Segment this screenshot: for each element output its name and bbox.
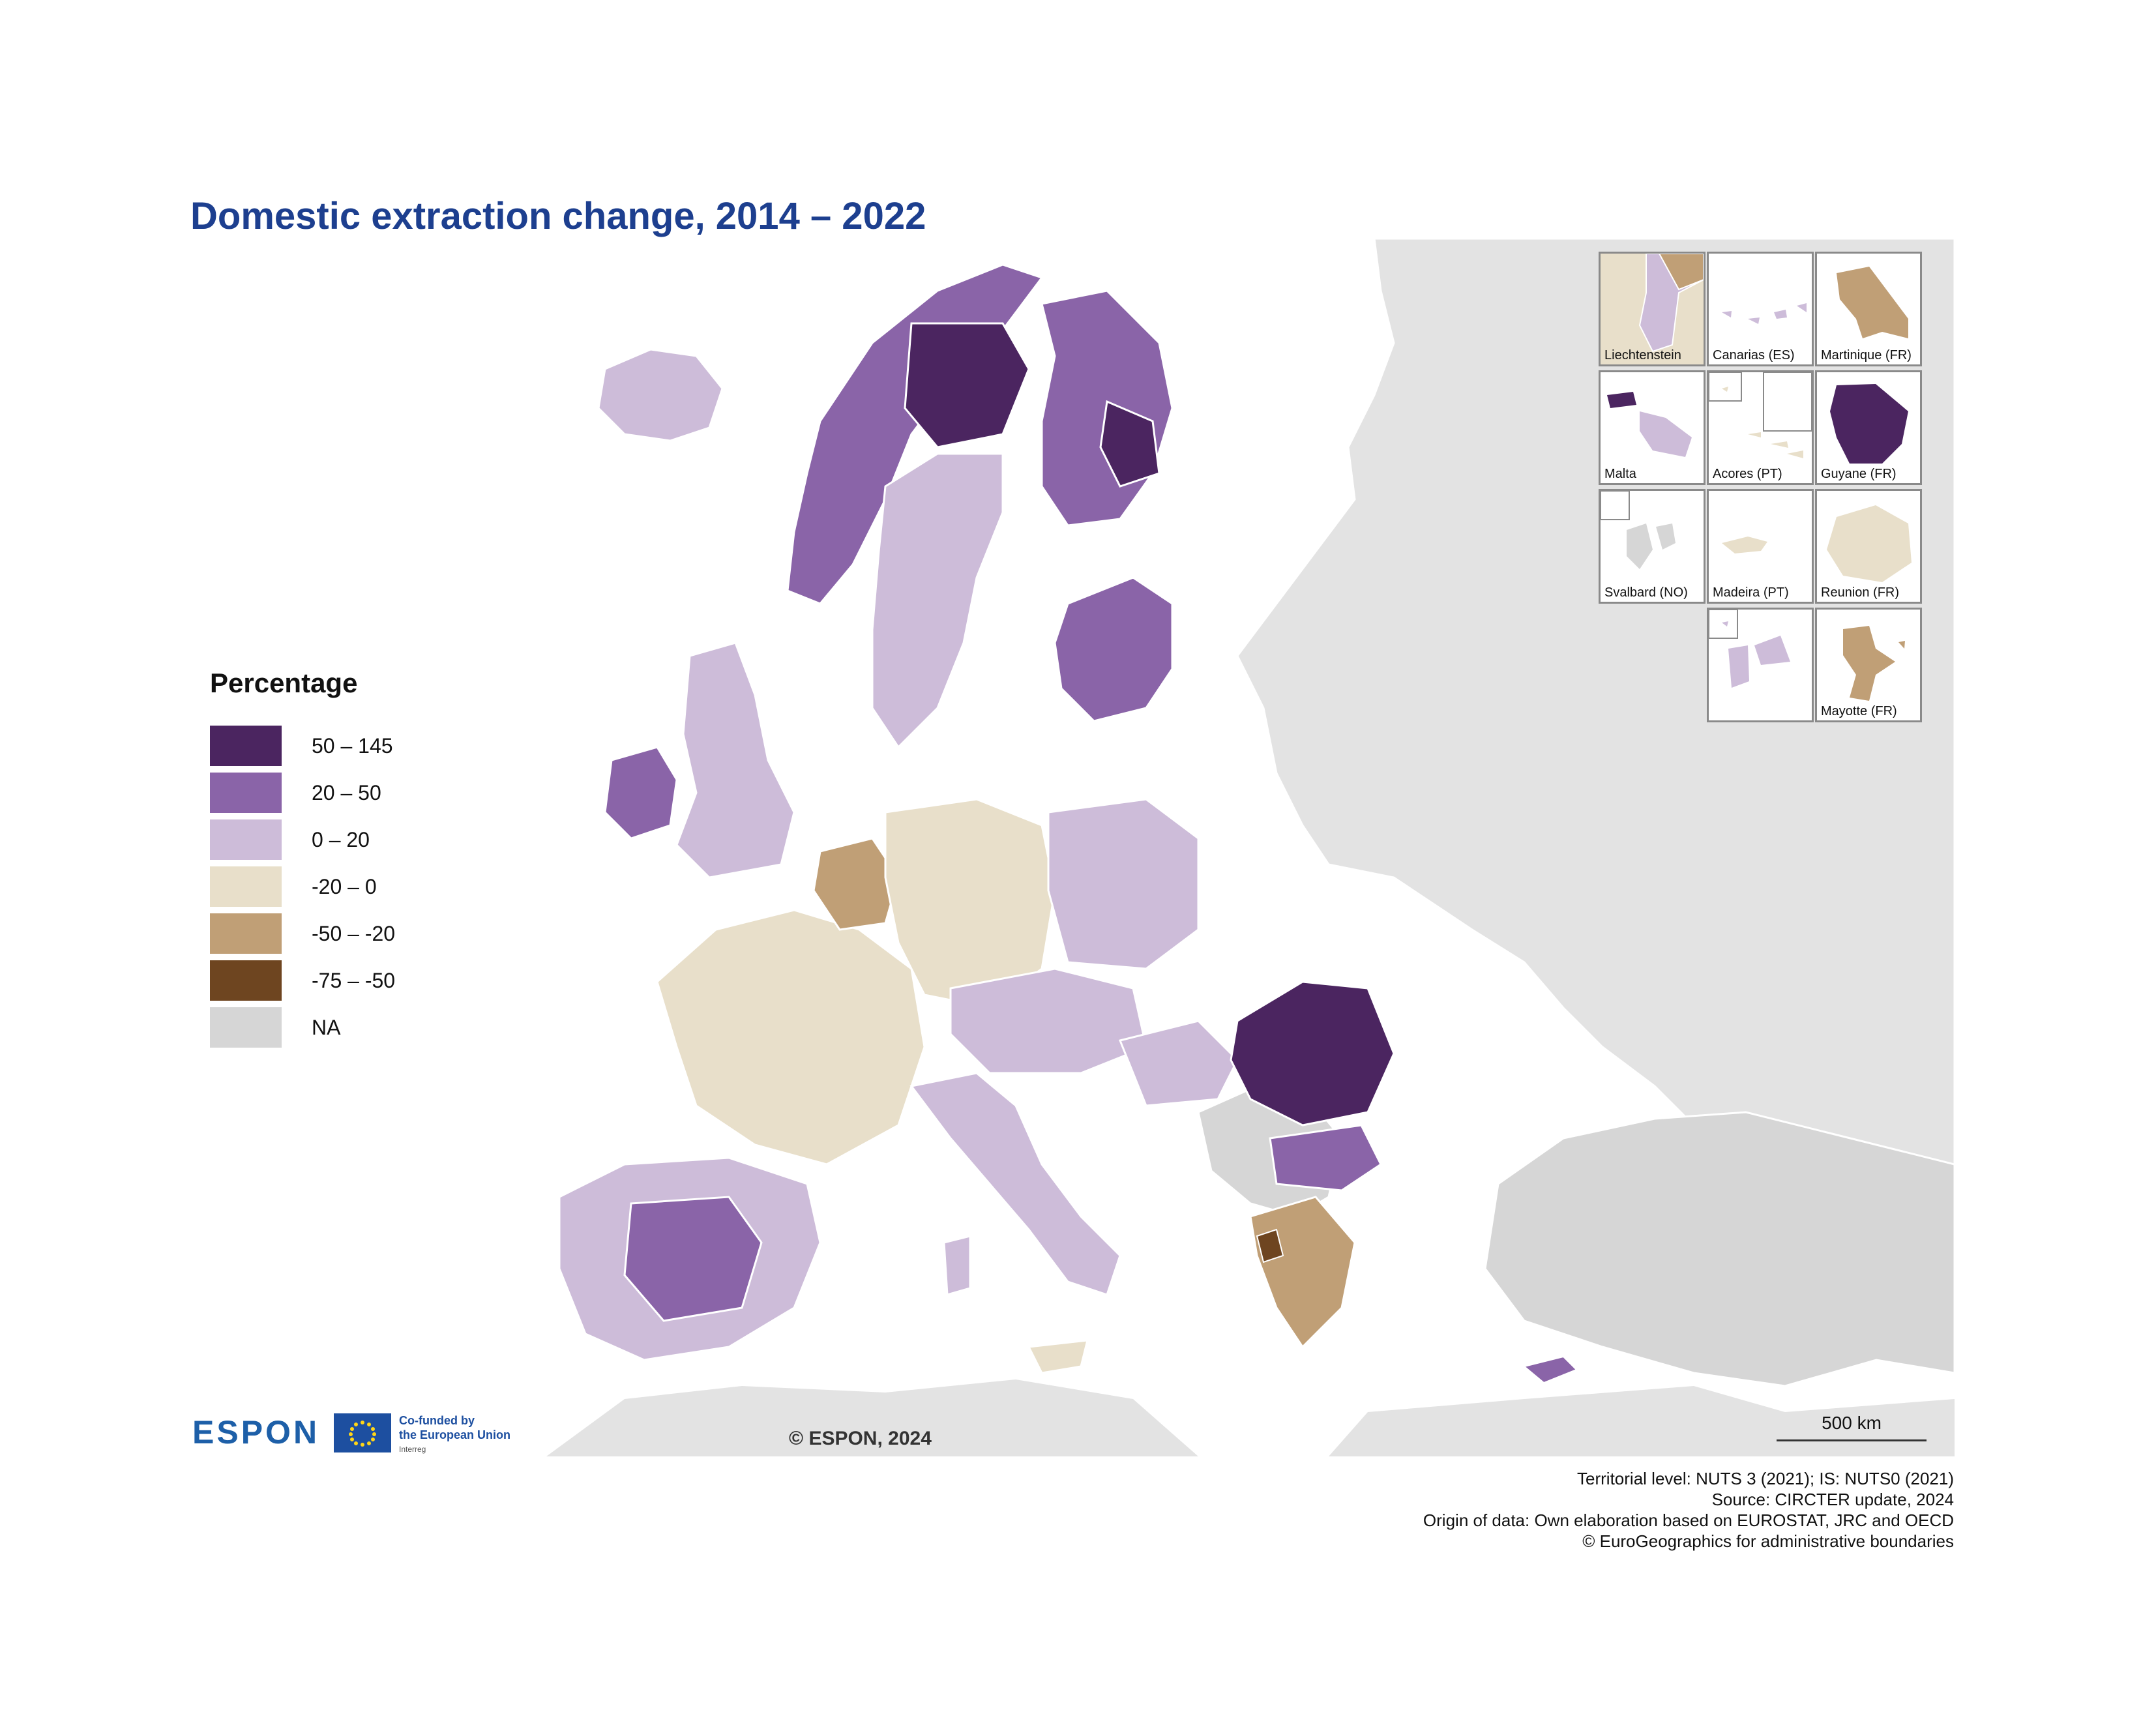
eu-line: the European Union <box>399 1428 510 1441</box>
legend-swatch <box>210 913 282 954</box>
inset-shape <box>1709 610 1790 688</box>
legend-swatch <box>210 773 282 813</box>
legend-label: 0 – 20 <box>312 827 370 851</box>
legend-item: -20 – 0 <box>210 863 395 910</box>
copyright-text: © ESPON, 2024 <box>789 1428 932 1449</box>
inset-mayotte: Mayotte (FR) <box>1815 608 1922 722</box>
inset-svalbard: Svalbard (NO) <box>1599 489 1706 604</box>
inset-canarias: Canarias (ES) <box>1707 252 1814 366</box>
footer-line: Origin of data: Own elaboration based on… <box>1423 1511 1954 1530</box>
inset-label: Madeira (PT) <box>1713 585 1789 600</box>
sweden-region <box>871 452 1004 749</box>
great-britain-region <box>675 641 795 879</box>
inset-shape <box>1843 626 1905 701</box>
inset-shape <box>1601 491 1676 569</box>
africa-east-na-region <box>1329 1386 1955 1456</box>
legend-swatch <box>210 726 282 766</box>
footer-line: © EuroGeographics for administrative bou… <box>1582 1531 1954 1551</box>
inset-guyane: Guyane (FR) <box>1815 370 1922 485</box>
romania-region <box>1230 980 1395 1127</box>
italy-region <box>909 1072 1121 1296</box>
inset-shape <box>1827 505 1912 582</box>
inset-label: Svalbard (NO) <box>1604 585 1688 600</box>
inset-shape <box>1709 372 1812 458</box>
map-legend: Percentage 50 – 145 20 – 50 0 – 20 -20 –… <box>210 668 395 1051</box>
turkey-na-region <box>1484 1111 1955 1387</box>
poland-region <box>1047 798 1200 970</box>
footer-line: Territorial level: NUTS 3 (2021); IS: NU… <box>1577 1469 1954 1488</box>
inset-label: Reunion (FR) <box>1821 585 1900 600</box>
inset-guadeloupe <box>1707 608 1814 722</box>
inset-label: Guyane (FR) <box>1821 467 1897 481</box>
inset-shape <box>1607 392 1692 457</box>
legend-label: 20 – 50 <box>312 780 381 804</box>
scale-line <box>1777 1439 1927 1441</box>
scale-label: 500 km <box>1822 1413 1882 1433</box>
inset-malta: Malta <box>1599 370 1706 485</box>
legend-item: 0 – 20 <box>210 816 395 863</box>
spain-centre-region <box>623 1196 763 1322</box>
inset-acores: Acores (PT) <box>1707 370 1814 485</box>
greece-region <box>1249 1196 1356 1349</box>
inset-madeira: Madeira (PT) <box>1707 489 1814 604</box>
eu-line: Co-funded by <box>399 1414 475 1427</box>
inset-shape <box>1722 537 1767 553</box>
iceland-region <box>597 348 724 442</box>
sardinia-region <box>943 1235 971 1296</box>
espon-logo: ESPON <box>192 1414 320 1451</box>
inset-label: Acores (PT) <box>1713 467 1782 481</box>
scale-bar: 500 km <box>1777 1413 1927 1441</box>
legend-label: -50 – -20 <box>312 921 396 945</box>
legend-item: 20 – 50 <box>210 769 395 816</box>
legend-item: -50 – -20 <box>210 910 395 957</box>
map-title: Domestic extraction change, 2014 – 2022 <box>190 195 926 237</box>
legend-label: NA <box>312 1015 341 1039</box>
eu-cofunded-text: Co-funded by the European Union Interreg <box>399 1413 510 1456</box>
legend-swatch <box>210 1007 282 1048</box>
inset-shape <box>1837 267 1908 338</box>
inset-label: Malta <box>1604 467 1636 481</box>
legend-swatch <box>210 960 282 1001</box>
legend-item: NA <box>210 1004 395 1051</box>
inset-liechtenstein: Liechtenstein <box>1599 252 1706 366</box>
legend-label: 50 – 145 <box>312 733 393 758</box>
france-region <box>656 909 926 1166</box>
map-footer: Territorial level: NUTS 3 (2021); IS: NU… <box>1423 1468 1954 1552</box>
map-canvas <box>546 239 1955 1456</box>
legend-item: -75 – -50 <box>210 957 395 1004</box>
inset-label: Martinique (FR) <box>1821 348 1912 362</box>
inset-label: Mayotte (FR) <box>1821 704 1897 718</box>
inset-reunion: Reunion (FR) <box>1815 489 1922 604</box>
eu-stars <box>349 1421 376 1447</box>
inset-label: Canarias (ES) <box>1713 348 1795 362</box>
bulgaria-region <box>1269 1124 1382 1192</box>
legend-item: 50 – 145 <box>210 722 395 769</box>
hungary-region <box>1118 1020 1239 1107</box>
inset-shape <box>1601 254 1704 364</box>
norway-north-region <box>904 322 1030 449</box>
legend-label: -75 – -50 <box>312 968 396 992</box>
legend-swatch <box>210 819 282 860</box>
sicily-region <box>1027 1339 1089 1374</box>
czech-austria-region <box>949 967 1147 1074</box>
cyprus-region <box>1522 1355 1578 1384</box>
eu-line: Interreg <box>399 1445 426 1454</box>
inset-shape <box>1830 384 1908 464</box>
legend-swatch <box>210 866 282 907</box>
legend-label: -20 – 0 <box>312 874 377 898</box>
benelux-region <box>812 837 900 931</box>
footer-line: Source: CIRCTER update, 2024 <box>1711 1490 1954 1509</box>
inset-martinique: Martinique (FR) <box>1815 252 1922 366</box>
ireland-region <box>604 746 678 840</box>
greece-west-region <box>1256 1228 1284 1263</box>
eu-flag-icon <box>334 1413 391 1452</box>
north-africa-na-region <box>546 1379 1198 1456</box>
inset-label: Liechtenstein <box>1604 348 1681 362</box>
baltics-region <box>1054 576 1174 722</box>
finland-east-region <box>1099 400 1160 488</box>
legend-title: Percentage <box>210 668 358 698</box>
